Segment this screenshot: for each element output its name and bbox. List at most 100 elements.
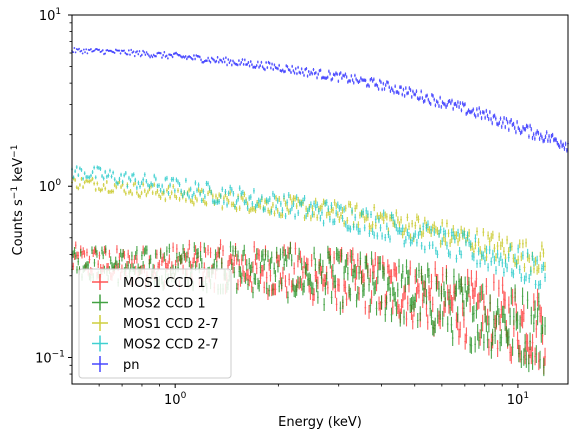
- data-point: [119, 52, 122, 55]
- data-point: [325, 272, 328, 286]
- data-point: [167, 260, 169, 270]
- data-point: [375, 82, 378, 87]
- data-point: [491, 328, 494, 346]
- data-point: [96, 250, 98, 258]
- data-point: [91, 246, 93, 254]
- data-point: [231, 63, 233, 67]
- data-point: [235, 199, 238, 205]
- data-point: [459, 101, 462, 106]
- data-point: [331, 77, 334, 81]
- data-point: [220, 59, 222, 62]
- data-point: [247, 278, 249, 291]
- data-point: [355, 293, 358, 308]
- data-point: [402, 87, 405, 92]
- data-point: [433, 228, 436, 236]
- data-point: [310, 254, 313, 267]
- data-point: [105, 179, 108, 184]
- data-point: [167, 191, 170, 196]
- data-point: [498, 120, 501, 125]
- data-point: [528, 254, 531, 264]
- data-point: [386, 259, 389, 274]
- data-point: [373, 264, 375, 279]
- data-point: [317, 208, 320, 215]
- data-point: [305, 66, 308, 71]
- data-point: [145, 179, 148, 184]
- data-point: [207, 56, 209, 60]
- data-point: [183, 250, 186, 261]
- data-point: [233, 266, 236, 278]
- series-pn: [71, 47, 569, 153]
- data-point: [410, 95, 413, 99]
- data-point: [314, 269, 317, 282]
- data-point: [382, 216, 385, 224]
- data-point: [564, 141, 567, 147]
- data-point: [314, 258, 317, 272]
- data-point: [109, 256, 112, 265]
- data-point: [401, 92, 404, 97]
- data-point: [188, 194, 190, 200]
- data-point: [347, 266, 349, 281]
- data-point: [242, 250, 244, 262]
- data-point: [108, 249, 111, 258]
- data-point: [86, 179, 89, 184]
- data-point: [339, 301, 342, 315]
- data-point: [175, 195, 178, 200]
- data-point: [431, 93, 433, 97]
- data-point: [491, 249, 494, 259]
- data-point: [475, 302, 478, 319]
- data-point: [355, 265, 358, 280]
- data-point: [514, 284, 516, 302]
- data-point: [461, 286, 464, 303]
- data-point: [74, 51, 77, 54]
- data-point: [218, 198, 221, 205]
- data-point: [230, 187, 233, 193]
- data-point: [503, 115, 505, 121]
- data-point: [205, 180, 208, 187]
- data-point: [235, 206, 238, 213]
- data-point: [297, 209, 300, 217]
- data-point: [103, 53, 105, 56]
- data-point: [384, 83, 387, 87]
- data-point: [86, 248, 88, 257]
- data-point: [376, 232, 379, 240]
- data-point: [230, 259, 233, 271]
- data-point: [398, 304, 400, 319]
- data-point: [237, 196, 240, 202]
- data-point: [522, 125, 524, 130]
- data-point: [417, 215, 420, 224]
- data-point: [400, 227, 402, 236]
- legend: MOS1 CCD 1 MOS2 CCD 1 MOS1 CCD 2-7 MOS2 CCD…: [78, 268, 232, 379]
- data-point: [83, 250, 86, 258]
- data-point: [277, 260, 279, 273]
- data-point: [499, 334, 501, 352]
- data-point: [288, 247, 290, 260]
- data-point: [357, 253, 359, 268]
- data-point: [433, 97, 436, 102]
- data-point: [502, 120, 504, 125]
- data-point: [503, 247, 505, 256]
- data-point: [280, 277, 283, 290]
- data-point: [512, 269, 515, 279]
- data-point: [269, 257, 272, 270]
- data-point: [206, 59, 208, 63]
- data-point: [246, 63, 248, 66]
- data-point: [164, 176, 167, 182]
- data-point: [234, 203, 236, 210]
- data-point: [324, 282, 327, 296]
- data-point: [278, 63, 280, 67]
- data-point: [196, 187, 198, 193]
- data-point: [374, 83, 376, 87]
- data-point: [275, 246, 278, 259]
- data-point: [264, 198, 266, 205]
- data-point: [523, 348, 525, 366]
- data-point: [560, 139, 562, 145]
- data-point: [381, 232, 384, 240]
- data-point: [536, 255, 539, 265]
- data-point: [97, 166, 100, 170]
- data-point: [438, 104, 440, 108]
- data-point: [309, 72, 311, 77]
- data-point: [150, 181, 153, 186]
- data-point: [316, 76, 318, 80]
- data-point: [154, 249, 157, 259]
- data-point: [409, 238, 412, 247]
